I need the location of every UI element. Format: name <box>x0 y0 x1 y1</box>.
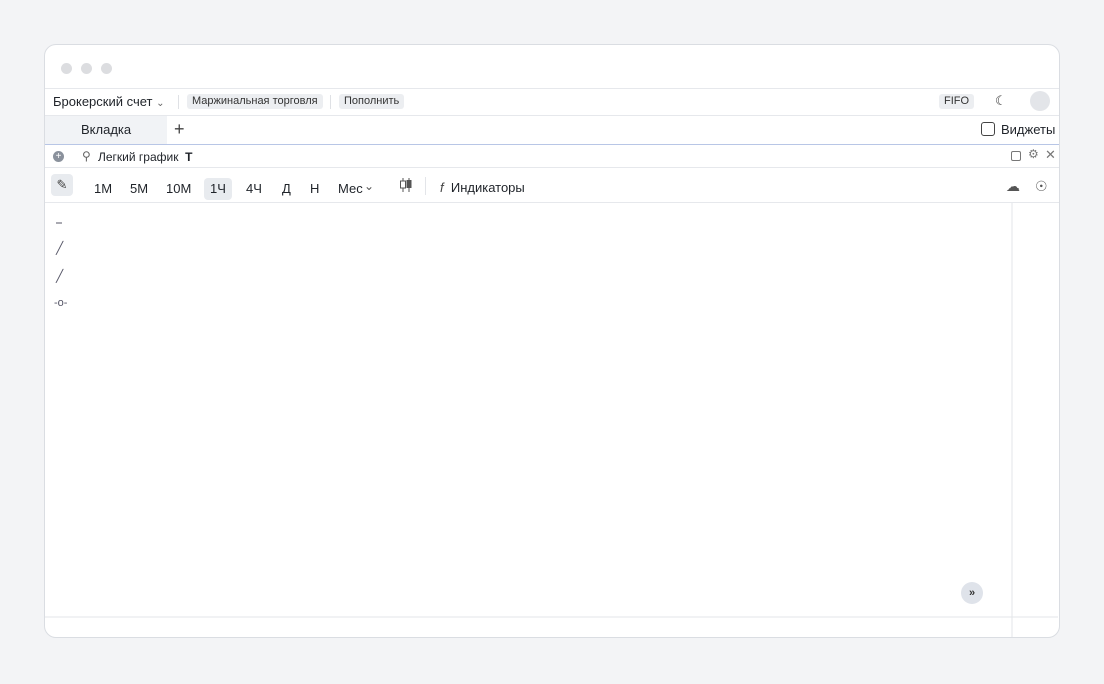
scroll-right[interactable] <box>961 582 983 604</box>
search-icon: ⚲ <box>82 149 91 163</box>
close[interactable]: ✕ <box>1045 147 1056 162</box>
fifo-chip[interactable]: FIFO <box>939 94 975 109</box>
hline-tool[interactable]: -o- <box>54 297 68 309</box>
ruler-tool[interactable]: ⎯ <box>56 215 63 229</box>
window-dot[interactable] <box>81 63 92 74</box>
line-tool[interactable]: ╱ <box>56 241 64 255</box>
window-dot[interactable] <box>101 63 112 74</box>
maximize[interactable] <box>1011 151 1021 161</box>
window-dot[interactable] <box>61 63 72 74</box>
add-tab[interactable]: + <box>174 119 185 139</box>
chart-type[interactable] <box>399 177 413 193</box>
interval-button[interactable]: 5М <box>130 181 149 196</box>
interval-button[interactable]: Мес <box>338 181 363 196</box>
account-label: Брокерский счет <box>53 94 153 109</box>
interval-button[interactable]: 1Ч <box>204 178 232 200</box>
widgets-icon[interactable] <box>981 122 995 136</box>
settings[interactable]: ⚙ <box>1028 147 1039 161</box>
theme-toggle[interactable]: ☾ <box>995 93 1007 108</box>
ray-tool[interactable]: ╱ <box>56 269 64 283</box>
draw-tool[interactable]: ✎ <box>51 174 73 196</box>
avatar[interactable] <box>1030 91 1050 111</box>
interval-button[interactable]: 1М <box>94 181 113 196</box>
scroll-icon: » <box>969 587 975 599</box>
interval-button[interactable]: 4Ч <box>246 181 262 196</box>
interval-button[interactable]: 10М <box>166 181 192 196</box>
cloud[interactable]: ☁ <box>1006 178 1020 194</box>
widgets-button[interactable]: Виджеты <box>1001 122 1056 137</box>
interval-dropdown[interactable]: ⌄ <box>364 179 375 193</box>
alerts[interactable]: ☉ <box>1035 178 1048 194</box>
chip[interactable]: Маржинальная торговля <box>187 94 323 109</box>
indicators-label: Индикаторы <box>450 180 525 195</box>
interval-button[interactable]: Д <box>282 181 291 196</box>
widget-title-text: Легкий график <box>98 150 179 164</box>
app-window: Брокерский счет ⌄ Маржинальная торговля … <box>44 44 1060 638</box>
interval-button[interactable]: Н <box>310 181 320 196</box>
ticker: T <box>185 150 193 164</box>
add-widget[interactable]: + <box>53 151 64 162</box>
tab[interactable]: Вкладка <box>45 116 167 144</box>
account-select[interactable]: Брокерский счет ⌄ <box>53 94 165 109</box>
chip[interactable]: Пополнить <box>339 94 405 109</box>
indicators-button[interactable]: f Индикаторы <box>440 180 525 195</box>
widget-title[interactable]: Легкий график T <box>98 150 192 164</box>
